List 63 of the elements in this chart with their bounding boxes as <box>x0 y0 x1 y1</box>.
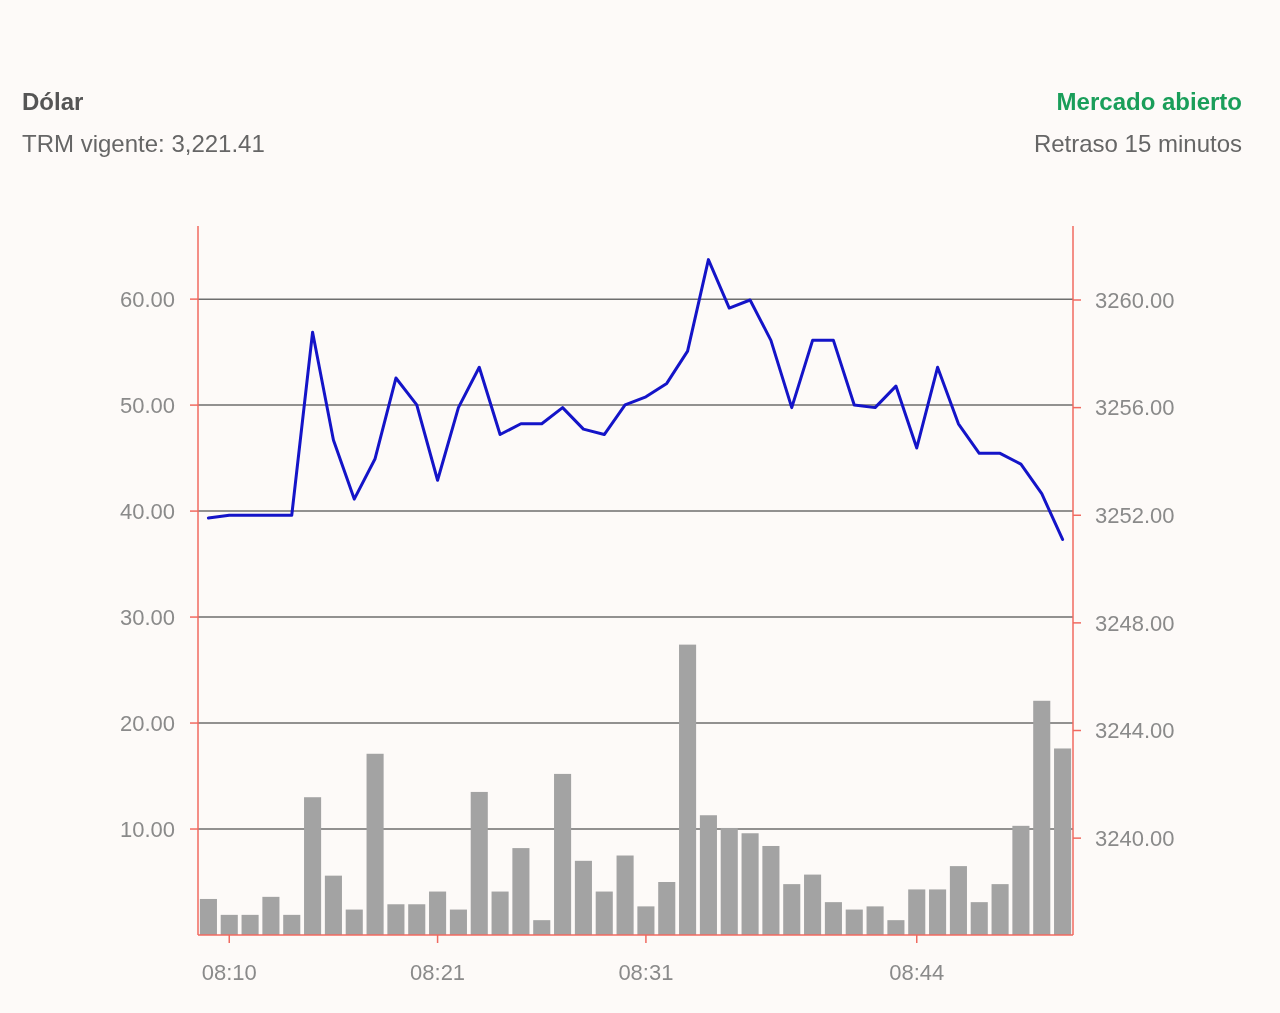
bar <box>637 906 655 935</box>
bar <box>991 884 1009 935</box>
bar <box>491 891 509 935</box>
bar <box>533 920 551 935</box>
bar <box>324 875 342 935</box>
bar <box>866 906 884 935</box>
y-tick-label: 30.00 <box>119 604 175 630</box>
bar <box>220 914 238 935</box>
text: Mercado abierto <box>1056 88 1242 115</box>
bar <box>699 815 717 935</box>
y-tick-label: 20.00 <box>119 710 175 736</box>
y-tick-label: 60.00 <box>119 286 175 312</box>
y2-tick-label: 3260.00 <box>1095 287 1175 313</box>
bar <box>470 791 488 935</box>
bar <box>824 902 842 935</box>
x-tick-label: 08:44 <box>889 960 945 985</box>
bar <box>1033 700 1051 935</box>
bar <box>845 909 863 935</box>
y2-tick-label: 3248.00 <box>1095 610 1175 636</box>
bar <box>283 914 301 935</box>
y2-tick-label: 3256.00 <box>1095 395 1175 421</box>
y-tick-label: 50.00 <box>119 392 175 418</box>
bar <box>616 855 634 935</box>
bar <box>887 920 905 935</box>
bar <box>679 644 697 935</box>
bar <box>1012 825 1030 935</box>
bar <box>512 848 530 935</box>
text: Retraso 15 minutos <box>1033 130 1242 157</box>
line-series <box>206 258 1065 541</box>
bar <box>658 882 676 935</box>
y2-tick-label: 3252.00 <box>1095 502 1175 528</box>
bar <box>574 860 592 935</box>
bar <box>949 866 967 935</box>
x-tick-label: 08:10 <box>201 960 257 985</box>
bar <box>1054 748 1072 935</box>
x-tick-label: 08:21 <box>410 960 466 985</box>
bar <box>595 891 613 935</box>
chart-title: Dólar <box>22 88 84 115</box>
y2-tick-label: 3240.00 <box>1095 825 1175 851</box>
x-tick-label: 08:31 <box>618 960 674 985</box>
bar <box>408 904 426 935</box>
bar <box>199 898 217 935</box>
bar <box>345 909 363 935</box>
bar <box>783 884 801 935</box>
y-tick-label: 40.00 <box>119 498 175 524</box>
bar <box>449 909 467 935</box>
bar <box>366 753 384 935</box>
bar <box>262 896 280 935</box>
y2-tick-label: 3244.00 <box>1095 718 1175 744</box>
bar <box>804 874 822 935</box>
bar <box>429 891 447 935</box>
bar <box>304 797 322 935</box>
bar <box>929 889 947 935</box>
bar <box>970 902 988 935</box>
bar <box>241 914 259 935</box>
bar <box>908 889 926 935</box>
bar <box>554 773 572 935</box>
bar <box>741 833 759 935</box>
bar <box>387 904 405 935</box>
chart-subtitle: TRM vigente: 3,221.41 <box>22 130 265 157</box>
y-tick-label: 10.00 <box>119 816 175 842</box>
bar <box>720 827 738 935</box>
bar <box>762 845 780 935</box>
